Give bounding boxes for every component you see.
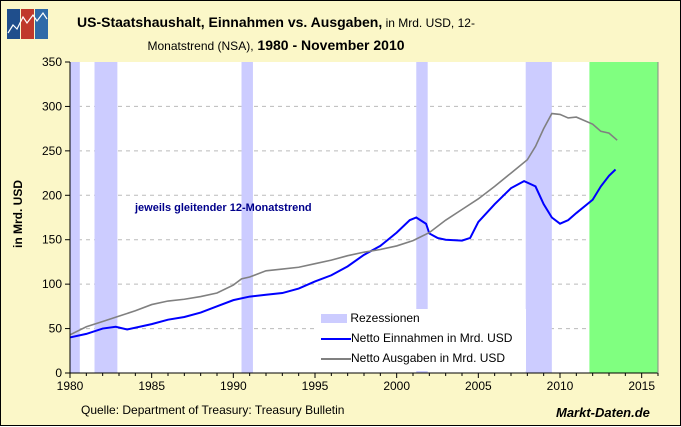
title-part: Monatstrend (NSA), — [147, 39, 254, 53]
legend-item-einnahmen: Netto Einnahmen in Mrd. USD — [321, 331, 512, 345]
source-text: Quelle: Department of Treasury: Treasury… — [81, 403, 345, 417]
x-tick-label: 2005 — [465, 379, 492, 393]
x-tick-label: 1985 — [138, 379, 165, 393]
series-line-einnahmen — [69, 168, 617, 339]
y-tick-label: 100 — [42, 277, 62, 291]
highlight-band — [589, 62, 658, 373]
annotation: jeweils gleitender 12-Monatstrend — [135, 202, 312, 214]
title-part: in Mrd. USD, 12- — [382, 16, 475, 30]
recession-band — [94, 62, 118, 373]
y-tick-label: 200 — [42, 188, 62, 202]
recession-band — [416, 62, 428, 373]
legend-label: Netto Ausgaben in Mrd. USD — [351, 351, 506, 365]
y-tick-label: 50 — [49, 322, 63, 336]
y-tick-label: 250 — [42, 144, 62, 158]
chart-title: US-Staatshaushalt, Einnahmen vs. Ausgabe… — [61, 11, 491, 57]
legend-swatch — [321, 357, 351, 360]
legend-label: Netto Einnahmen in Mrd. USD — [351, 331, 513, 345]
legend-swatch — [321, 314, 347, 324]
y-tick-label: 300 — [42, 99, 62, 113]
y-tick-label: 350 — [42, 55, 62, 69]
x-tick-label: 2015 — [628, 379, 655, 393]
series-line-ausgaben — [69, 112, 618, 336]
y-tick-label: 0 — [55, 366, 62, 380]
legend-label: Rezessionen — [350, 311, 420, 325]
recession-band — [241, 62, 253, 373]
legend: Rezessionen Netto Einnahmen in Mrd. USD … — [316, 309, 526, 371]
legend-swatch — [321, 337, 351, 340]
legend-item-recessions: Rezessionen — [321, 311, 420, 325]
recession-band — [525, 62, 552, 373]
brand-text: Markt-Daten.de — [556, 405, 650, 420]
x-tick-label: 1990 — [220, 379, 247, 393]
y-tick-label: 150 — [42, 233, 62, 247]
logo-icon — [7, 9, 48, 39]
x-tick-label: 1995 — [302, 379, 329, 393]
title-part: 1980 - November 2010 — [253, 37, 405, 53]
x-tick-label: 2000 — [383, 379, 410, 393]
recession-band — [70, 62, 80, 373]
x-tick-label: 2010 — [547, 379, 574, 393]
legend-item-ausgaben: Netto Ausgaben in Mrd. USD — [321, 351, 505, 365]
x-tick-label: 1980 — [57, 379, 84, 393]
title-part: US-Staatshaushalt, Einnahmen vs. Ausgabe… — [77, 14, 383, 30]
